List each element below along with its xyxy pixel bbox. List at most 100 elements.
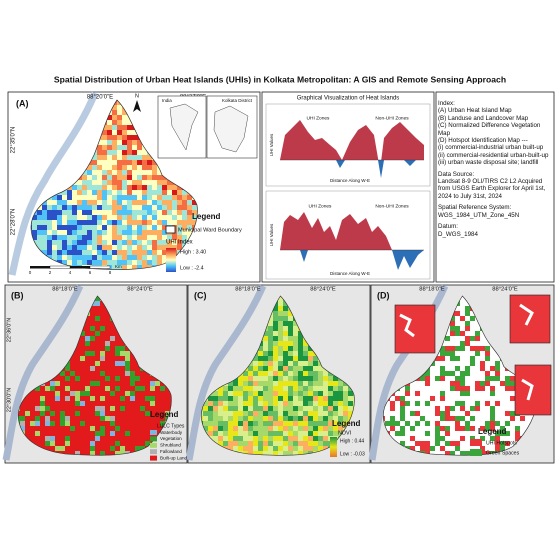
map-cell [152,250,158,256]
map-cell [520,416,526,422]
map-cell [147,185,153,191]
map-cell [308,346,314,352]
map-cell [475,331,481,337]
map-cell [445,441,451,447]
map-cell [112,105,118,111]
map-cell [415,381,421,387]
map-cell [238,421,244,427]
map-cell [115,351,121,357]
map-cell [92,220,98,226]
map-cell [30,396,36,402]
map-cell [470,436,476,442]
map-cell [85,411,91,417]
map-cell [120,401,126,407]
map-cell [223,421,229,427]
map-cell [107,245,113,251]
map-cell [430,441,436,447]
map-cell [490,436,496,442]
map-cell [238,426,244,432]
map-cell [37,205,43,211]
map-cell [172,220,178,226]
map-cell [112,195,118,201]
map-cell [475,406,481,412]
map-cell [57,210,63,216]
map-cell [97,180,103,186]
map-cell [460,301,466,307]
map-cell [132,240,138,246]
map-cell [62,220,68,226]
map-cell [20,426,26,432]
map-cell [248,366,254,372]
map-cell [268,436,274,442]
map-cell [77,245,83,251]
map-cell [500,446,506,452]
map-cell [125,376,131,382]
map-cell [110,391,116,397]
map-cell [167,190,173,196]
map-cell [490,396,496,402]
map-cell [395,401,401,407]
map-cell [228,421,234,427]
map-cell [157,215,163,221]
map-cell [495,366,501,372]
map-cell [505,421,511,427]
map-cell [90,431,96,437]
map-cell [97,205,103,211]
map-cell [203,411,209,417]
map-cell [490,351,496,357]
map-cell [127,215,133,221]
map-cell [263,391,269,397]
map-cell [440,436,446,442]
map-cell [455,356,461,362]
map-cell [62,230,68,236]
map-cell [455,346,461,352]
map-cell [400,386,406,392]
map-cell [505,391,511,397]
map-cell [475,381,481,387]
map-cell [150,406,156,412]
map-cell [303,431,309,437]
map-cell [465,301,471,307]
map-cell [147,260,153,266]
map-cell [100,406,106,412]
map-cell [425,381,431,387]
map-cell [112,235,118,241]
map-cell [288,386,294,392]
map-cell [263,416,269,422]
scale-label: 2 [49,270,52,275]
map-cell [293,441,299,447]
map-cell [273,426,279,432]
map-cell [318,421,324,427]
legend-entry: Waterbody [160,430,183,435]
map-cell [102,190,108,196]
map-cell [353,396,355,402]
map-cell [115,346,121,352]
map-cell [137,225,143,231]
map-cell [122,235,128,241]
map-cell [155,381,161,387]
map-cell [278,306,284,312]
map-cell [82,235,88,241]
legend-high: High : 3.40 [180,249,206,255]
map-cell [248,396,254,402]
map-cell [268,431,274,437]
map-cell [115,406,121,412]
map-cell [223,411,229,417]
map-cell [203,401,209,407]
map-cell [142,260,148,266]
map-cell [112,185,118,191]
map-cell [52,245,58,251]
map-cell [328,411,334,417]
map-cell [67,205,73,211]
river [185,284,267,461]
map-cell [480,401,486,407]
map-cell [201,416,204,422]
map-cell [177,230,183,236]
map-cell [92,230,98,236]
map-cell [283,321,289,327]
map-cell [122,175,128,181]
map-cell [137,195,143,201]
map-cell [92,240,98,246]
map-cell [110,446,116,452]
map-cell [303,386,309,392]
